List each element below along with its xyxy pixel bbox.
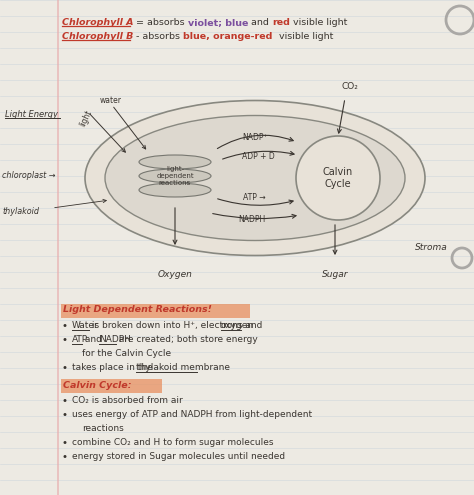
Text: •: • [62,438,68,448]
Circle shape [296,136,380,220]
Ellipse shape [139,155,211,169]
Text: Water: Water [72,321,99,330]
Text: are created; both store energy: are created; both store energy [116,335,258,344]
FancyBboxPatch shape [62,303,250,317]
Text: visible light: visible light [273,32,333,41]
Text: ADP + D: ADP + D [242,152,274,161]
Text: light-
dependent
reactions: light- dependent reactions [156,166,194,186]
Text: chloroplast →: chloroplast → [2,170,55,180]
Text: energy stored in Sugar molecules until needed: energy stored in Sugar molecules until n… [72,452,285,461]
Text: - absorbs: - absorbs [133,32,183,41]
Text: takes place in the: takes place in the [72,363,155,372]
Text: combine CO₂ and H to form sugar molecules: combine CO₂ and H to form sugar molecule… [72,438,273,447]
FancyBboxPatch shape [62,379,163,393]
Text: reactions: reactions [82,424,124,433]
Text: NADP⁺: NADP⁺ [242,133,268,142]
Text: water: water [100,96,122,105]
Text: and: and [248,18,273,27]
Text: NADPH: NADPH [238,215,265,224]
Ellipse shape [139,183,211,197]
Text: violet; blue: violet; blue [188,18,248,27]
Text: •: • [62,452,68,462]
Text: oxygen: oxygen [221,321,254,330]
Text: •: • [62,363,68,373]
Text: Stroma: Stroma [415,244,448,252]
Text: uses energy of ATP and NADPH from light-dependent: uses energy of ATP and NADPH from light-… [72,410,312,419]
Text: CO₂ is absorbed from air: CO₂ is absorbed from air [72,396,183,405]
Text: visible light: visible light [290,18,347,27]
Text: •: • [62,410,68,420]
Text: and: and [82,335,105,344]
Text: NADPH: NADPH [99,335,131,344]
Text: blue, orange-red: blue, orange-red [183,32,273,41]
Text: is broken down into H⁺, electrons and: is broken down into H⁺, electrons and [89,321,265,330]
Text: Oxygen: Oxygen [157,270,192,279]
Ellipse shape [105,115,405,241]
Text: Calvin
Cycle: Calvin Cycle [323,167,353,189]
Text: Calvin Cycle:: Calvin Cycle: [63,381,131,390]
Text: red: red [273,18,290,27]
Text: thylakoid: thylakoid [2,207,39,216]
Text: Chlorophyll B: Chlorophyll B [62,32,133,41]
Text: •: • [62,321,68,331]
Text: Sugar: Sugar [322,270,348,279]
Text: Light Dependent Reactions!: Light Dependent Reactions! [63,305,212,314]
Text: = absorbs: = absorbs [134,18,188,27]
Text: CO₂: CO₂ [342,82,358,91]
Text: •: • [62,396,68,406]
Text: •: • [62,335,68,345]
Text: thylakoid membrane: thylakoid membrane [136,363,230,372]
Text: for the Calvin Cycle: for the Calvin Cycle [82,349,171,358]
Text: Chlorophyll A: Chlorophyll A [62,18,134,27]
Ellipse shape [139,169,211,183]
Text: light: light [78,108,93,128]
Text: Light Energy: Light Energy [5,110,58,119]
Text: ATP →: ATP → [243,193,265,202]
Text: ATP: ATP [72,335,88,344]
Ellipse shape [85,100,425,255]
